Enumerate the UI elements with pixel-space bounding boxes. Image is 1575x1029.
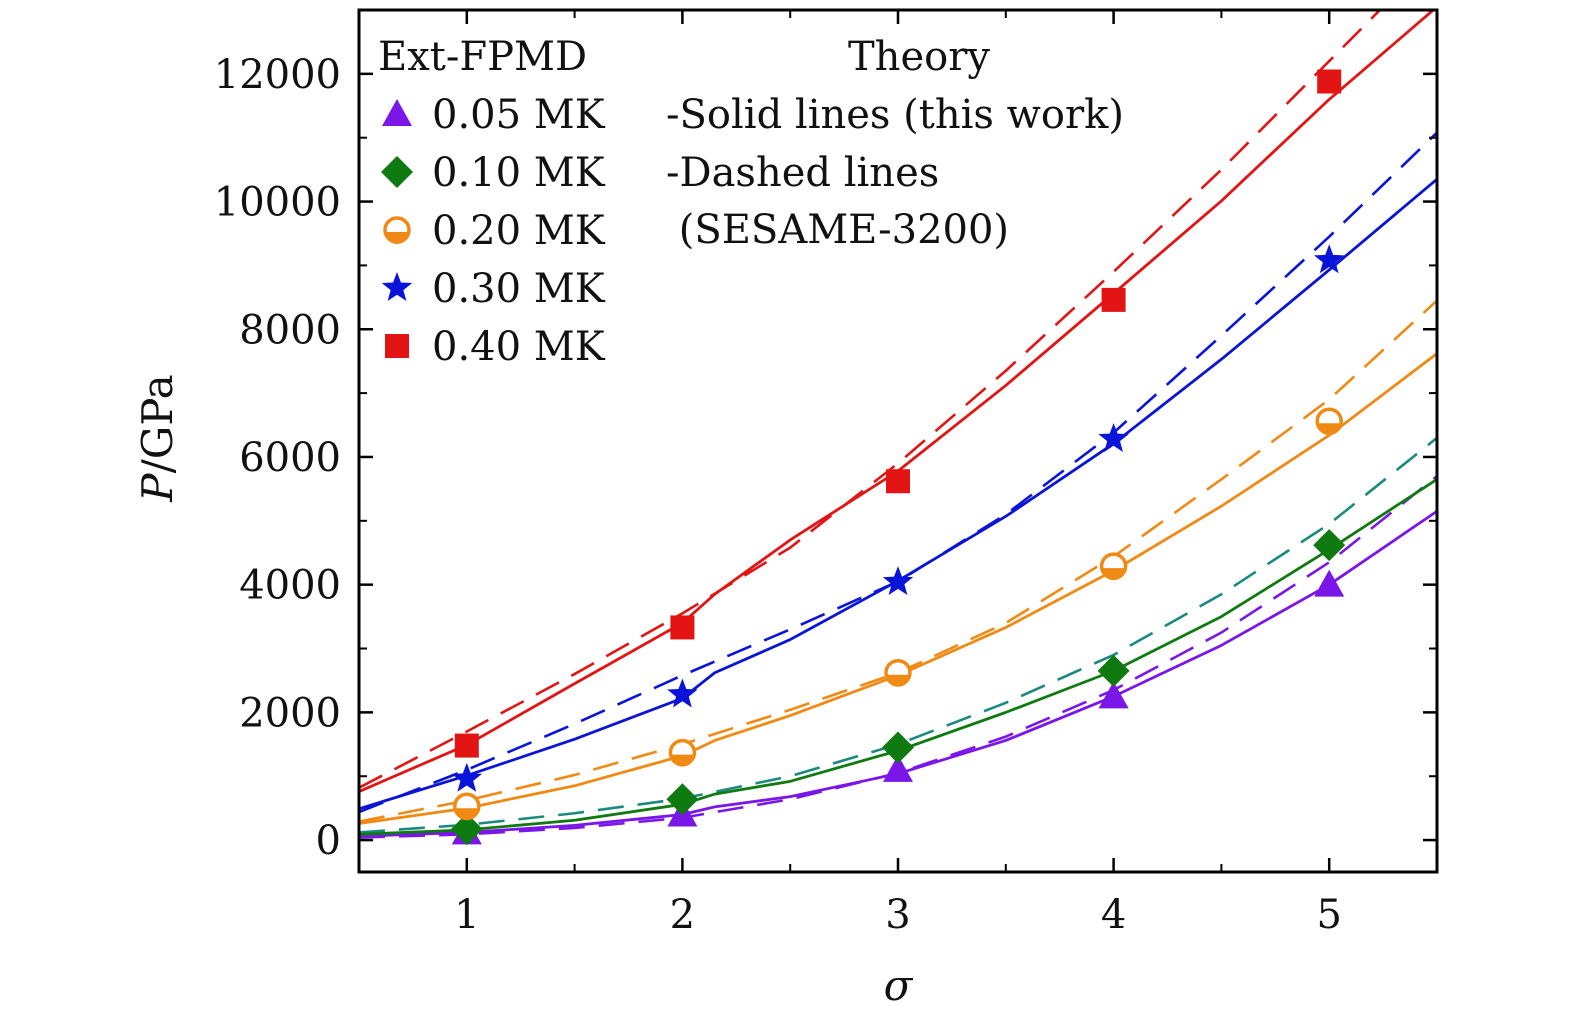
data-point-0.10-MK-shape — [450, 813, 483, 846]
data-point-0.10-MK-shape — [1313, 529, 1346, 562]
data-point-0.10-MK-shape — [882, 731, 914, 764]
legend-theory-source: (SESAME-3200) — [666, 207, 1009, 253]
data-point-0.40-MK — [1317, 69, 1342, 94]
data-point-0.30-MK — [1098, 423, 1129, 453]
legend-theory-dashed: -Dashed lines — [666, 150, 939, 196]
legend-label: 0.30 MK — [432, 266, 606, 312]
data-point-0.40-MK — [454, 733, 479, 758]
legend-entries: 0.05 MK 0.10 MK 0.20 MK 0.30 MK 0.40 MK — [381, 92, 606, 370]
data-point-0.10-MK — [1313, 529, 1346, 562]
data-point-0.40-MK — [670, 615, 695, 640]
data-point-0.30-MK — [882, 566, 914, 596]
y-axis-title-symbol: P — [133, 473, 182, 503]
data-point-0.10-MK-shape — [1097, 654, 1130, 687]
data-point-0.20-MK-fill — [886, 674, 910, 687]
data-point-0.30-MK-shape — [667, 678, 698, 708]
dashed-line-0.20-MK — [359, 299, 1437, 823]
data-point-0.30-MK — [1313, 244, 1345, 274]
dashed-line-0.10-MK — [359, 436, 1437, 834]
y-tick-label: 6000 — [239, 435, 341, 481]
data-point-0.30-MK-shape — [1098, 423, 1129, 453]
legend-marker-0.10-MK — [381, 156, 413, 188]
solid-line-0.20-MK — [359, 352, 1437, 825]
legend-marker-0.30-MK-shape — [381, 272, 413, 301]
dashed-line-0.40-MK — [359, 10, 1382, 789]
x-tick-label: 5 — [1316, 892, 1341, 938]
data-point-0.30-MK-shape — [882, 566, 914, 596]
legend-marker-0.10-MK-shape — [381, 156, 413, 188]
data-point-0.05-MK — [883, 754, 913, 782]
legend: Ext-FPMD Theory -Solid lines (this work)… — [378, 34, 1124, 370]
legend-marker-0.05-MK-shape — [382, 99, 412, 126]
data-point-0.20-MK-fill — [454, 808, 479, 821]
data-point-0.10-MK — [666, 783, 699, 816]
data-point-0.30-MK-shape — [1313, 244, 1345, 274]
data-point-0.40-MK-shape — [1101, 287, 1126, 312]
curves-layer — [359, 10, 1437, 839]
y-tick-label: 8000 — [239, 307, 341, 353]
solid-line-0.30-MK — [359, 178, 1437, 811]
legend-theory-title: Theory — [848, 34, 990, 80]
data-point-0.20-MK — [453, 792, 481, 821]
data-point-0.10-MK-shape — [666, 783, 699, 816]
legend-label: 0.05 MK — [432, 92, 606, 138]
legend-title: Ext-FPMD — [378, 34, 587, 80]
y-axis-title: P/GPa — [133, 374, 182, 502]
data-point-0.20-MK — [1099, 552, 1128, 581]
ticks-layer: 1 2 3 4 5 0 2000 4000 6000 8000 10000 12000 — [214, 10, 1437, 938]
data-point-0.05-MK-shape — [1314, 569, 1345, 597]
data-point-0.40-MK — [1101, 287, 1126, 312]
markers-layer — [450, 69, 1346, 846]
legend-marker-0.30-MK — [381, 272, 413, 301]
data-point-0.20-MK — [1315, 407, 1343, 436]
x-tick-label: 1 — [454, 892, 479, 938]
x-tick-label: 3 — [885, 892, 910, 938]
y-axis-title-unit: /GPa — [133, 374, 182, 473]
solid-line-0.05-MK — [359, 510, 1437, 838]
legend-marker-0.20-MK — [383, 216, 411, 244]
x-axis-title: σ — [884, 961, 914, 1010]
data-point-0.10-MK — [1097, 654, 1130, 687]
data-point-0.05-MK — [1314, 569, 1345, 597]
data-point-0.30-MK-shape — [451, 762, 483, 792]
data-point-0.20-MK-fill — [1101, 568, 1126, 581]
legend-marker-0.05-MK — [382, 99, 412, 126]
data-point-0.20-MK-fill — [670, 754, 695, 767]
data-point-0.05-MK — [1098, 681, 1129, 709]
data-point-0.05-MK-shape — [883, 754, 913, 782]
y-tick-label: 10000 — [214, 180, 341, 226]
data-point-0.05-MK-shape — [1098, 681, 1129, 709]
solid-line-0.10-MK — [359, 478, 1437, 836]
y-tick-label: 2000 — [239, 690, 341, 736]
legend-label: 0.20 MK — [432, 208, 606, 254]
dashed-line-0.30-MK — [359, 131, 1437, 814]
data-point-0.10-MK — [882, 731, 914, 764]
data-point-0.30-MK — [667, 678, 698, 708]
legend-theory-solid: -Solid lines (this work) — [666, 92, 1124, 138]
legend-label: 0.10 MK — [432, 150, 606, 196]
y-tick-label: 0 — [316, 818, 341, 864]
legend-marker-0.40-MK-shape — [385, 334, 409, 358]
data-point-0.40-MK-shape — [454, 733, 479, 758]
legend-label: 0.40 MK — [432, 324, 606, 370]
legend-marker-0.40-MK — [385, 334, 409, 358]
legend-marker-0.20-MK-fill — [385, 232, 409, 244]
data-point-0.40-MK-shape — [886, 469, 910, 494]
x-tick-label: 2 — [670, 892, 695, 938]
x-tick-label: 4 — [1101, 892, 1126, 938]
data-point-0.20-MK — [884, 659, 912, 687]
dashed-line-0.05-MK — [359, 475, 1437, 839]
data-point-0.40-MK — [886, 469, 910, 494]
y-tick-label: 4000 — [239, 563, 341, 609]
data-point-0.40-MK-shape — [1317, 69, 1342, 94]
y-tick-label: 12000 — [214, 52, 341, 98]
data-point-0.20-MK-fill — [1317, 423, 1342, 436]
solid-line-0.40-MK — [359, 10, 1436, 793]
data-point-0.30-MK — [451, 762, 483, 792]
data-point-0.20-MK — [668, 738, 697, 767]
data-point-0.40-MK-shape — [670, 615, 695, 640]
data-point-0.10-MK — [450, 813, 483, 846]
